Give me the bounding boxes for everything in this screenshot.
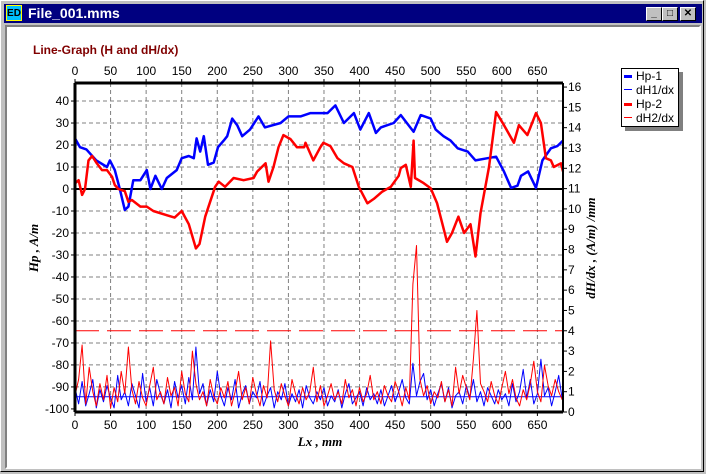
x-tick-label-bottom: 450: [385, 418, 405, 432]
x-tick-label-bottom: 550: [456, 418, 476, 432]
y-tick-label: 10: [56, 160, 70, 174]
y-tick-label: -70: [52, 336, 70, 350]
x-tick-label-top: 0: [72, 64, 79, 78]
y-tick-label: 0: [62, 182, 69, 196]
x-tick-label-top: 650: [527, 64, 547, 78]
y2-axis-label: dH/dx , (A/m) /mm: [583, 197, 598, 298]
y2-tick-label: 12: [568, 161, 582, 175]
maximize-button[interactable]: □: [662, 7, 678, 21]
series-dh2dx: [74, 245, 563, 409]
y-tick-label: 30: [56, 116, 70, 130]
legend-label: dH2/dx: [636, 111, 675, 125]
y-tick-label: -40: [52, 270, 70, 284]
app-icon[interactable]: ED: [6, 5, 22, 21]
y2-tick-label: 13: [568, 141, 582, 155]
x-tick-label-bottom: 200: [207, 418, 227, 432]
y-tick-label: -30: [52, 248, 70, 262]
legend-item-hp1: Hp-1: [622, 69, 678, 83]
y2-tick-label: 6: [568, 283, 575, 297]
y2-tick-label: 7: [568, 263, 575, 277]
x-tick-label-bottom: 150: [172, 418, 192, 432]
x-tick-label-bottom: 350: [314, 418, 334, 432]
minimize-button[interactable]: _: [646, 7, 662, 21]
y-tick-label: 20: [56, 138, 70, 152]
x-tick-label-bottom: 650: [527, 418, 547, 432]
title-bar[interactable]: ED File_001.mms _ □ ✕: [4, 4, 702, 23]
x-tick-label-bottom: 100: [136, 418, 156, 432]
x-tick-label-top: 200: [207, 64, 227, 78]
x-tick-label-top: 600: [492, 64, 512, 78]
y-tick-label: -80: [52, 358, 70, 372]
series-dh1dx: [74, 346, 563, 409]
legend-label: dH1/dx: [636, 83, 675, 97]
legend-label: Hp-2: [636, 97, 663, 111]
x-tick-label-top: 450: [385, 64, 405, 78]
x-tick-label-bottom: 400: [350, 418, 370, 432]
y2-tick-label: 16: [568, 80, 582, 94]
y2-tick-label: 2: [568, 364, 575, 378]
close-button[interactable]: ✕: [680, 7, 696, 21]
window-title: File_001.mms: [28, 5, 120, 21]
x-tick-label-bottom: 250: [243, 418, 263, 432]
x-tick-label-bottom: 600: [492, 418, 512, 432]
x-tick-label-bottom: 500: [421, 418, 441, 432]
y2-tick-label: 9: [568, 222, 575, 236]
x-tick-label-top: 350: [314, 64, 334, 78]
y2-tick-label: 5: [568, 303, 575, 317]
x-tick-label-top: 400: [350, 64, 370, 78]
x-tick-label-top: 50: [104, 64, 118, 78]
legend-label: Hp-1: [636, 69, 663, 83]
y-tick-label: -60: [52, 314, 70, 328]
x-tick-label-bottom: 300: [278, 418, 298, 432]
y-tick-label: 40: [56, 94, 70, 108]
x-tick-label-top: 500: [421, 64, 441, 78]
y2-tick-label: 15: [568, 100, 582, 114]
x-tick-label-top: 550: [456, 64, 476, 78]
x-tick-label-top: 100: [136, 64, 156, 78]
legend-item-dh1: dH1/dx: [622, 83, 678, 97]
y-tick-label: -10: [52, 204, 70, 218]
y2-tick-label: 11: [568, 182, 581, 196]
x-tick-label-top: 150: [172, 64, 192, 78]
y2-tick-label: 3: [568, 344, 575, 358]
chart-title: Line-Graph (H and dH/dx): [33, 43, 178, 57]
y-axis-label: Hp , A/m: [26, 224, 41, 273]
y2-tick-label: 1: [568, 385, 575, 399]
x-tick-label-top: 250: [243, 64, 263, 78]
legend-item-hp2: Hp-2: [622, 97, 678, 111]
y2-tick-label: 8: [568, 243, 575, 257]
series-hp1: [73, 104, 564, 212]
y-tick-label: -100: [45, 402, 69, 416]
series-hp2: [74, 110, 565, 258]
x-axis-label: Lx , mm: [297, 434, 342, 449]
chart-legend: Hp-1 dH1/dx Hp-2 dH2/dx: [621, 68, 679, 127]
x-tick-label-bottom: 50: [104, 418, 118, 432]
y2-tick-label: 0: [568, 405, 575, 419]
x-tick-label-top: 300: [278, 64, 298, 78]
y-tick-label: -20: [52, 226, 70, 240]
x-tick-label-bottom: 0: [72, 418, 79, 432]
legend-item-dh2: dH2/dx: [622, 111, 678, 125]
y-tick-label: -50: [52, 292, 70, 306]
y-tick-label: -90: [52, 380, 70, 394]
y2-tick-label: 14: [568, 121, 582, 135]
y2-tick-label: 10: [568, 202, 582, 216]
y2-tick-label: 4: [568, 324, 575, 338]
